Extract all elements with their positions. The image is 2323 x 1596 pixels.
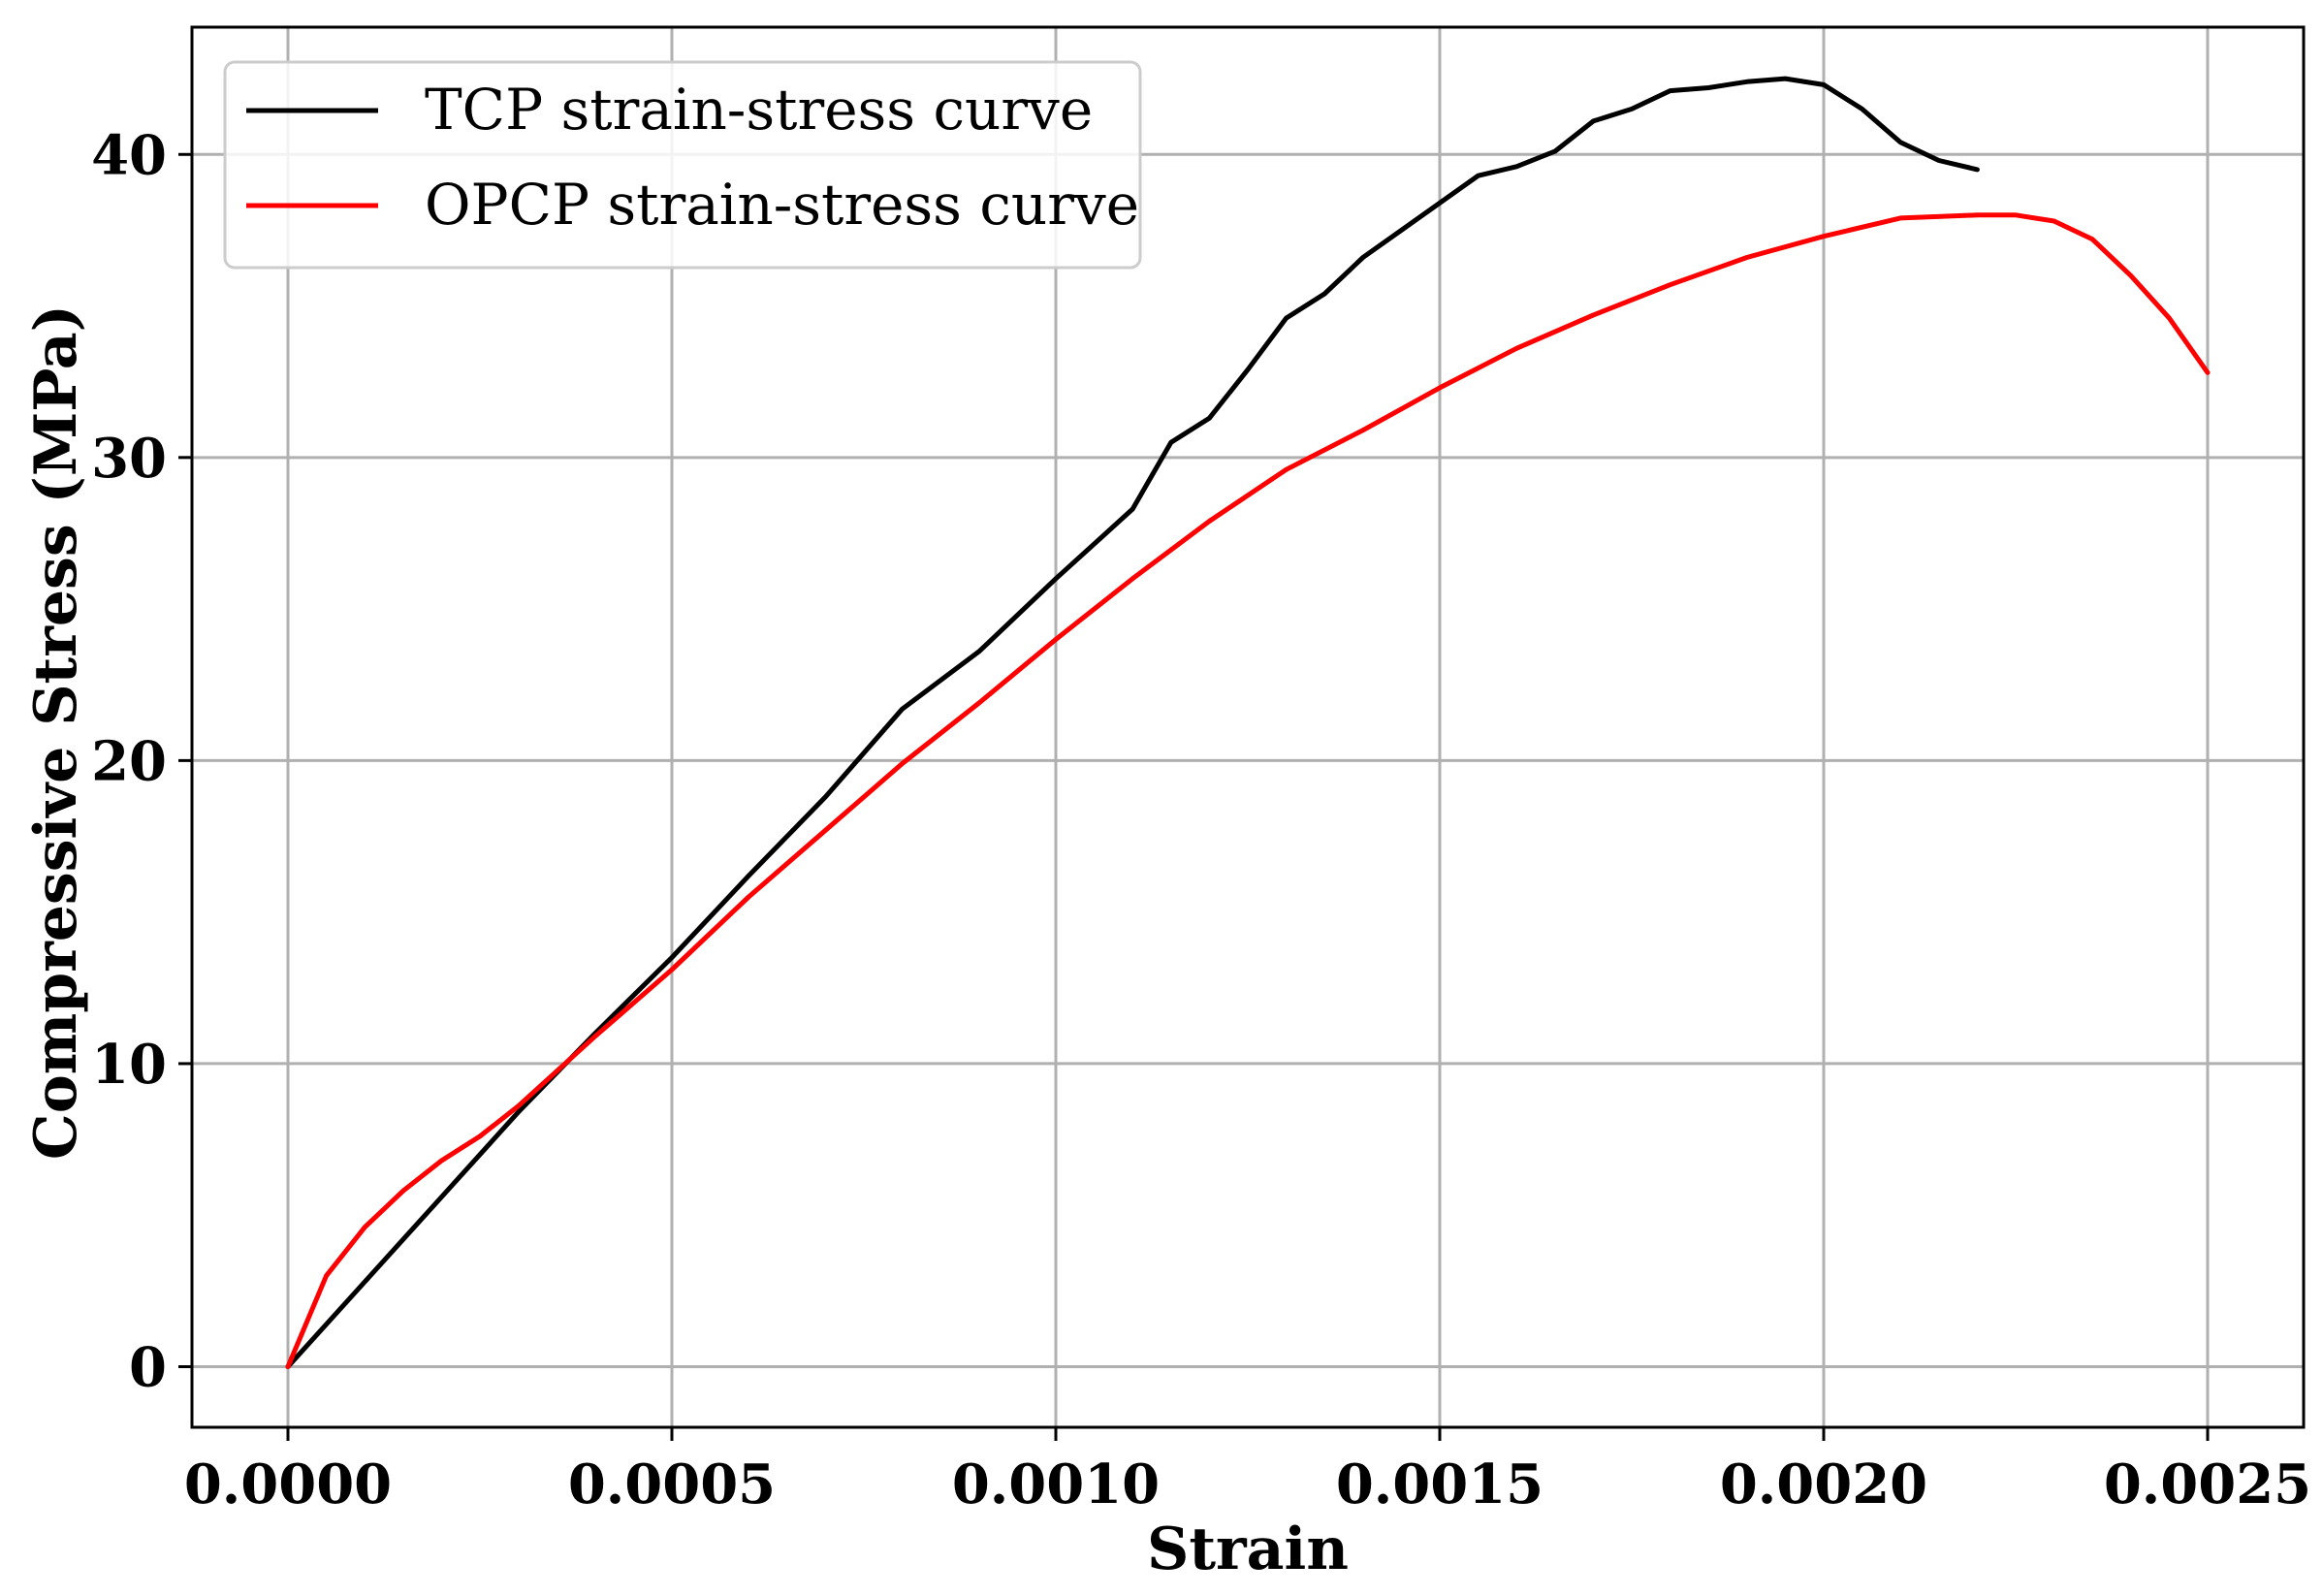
series-line-1 — [285, 212, 2211, 1369]
y-tick-label: 30 — [91, 427, 167, 491]
legend-box — [223, 60, 1142, 270]
y-tick-label: 20 — [91, 729, 167, 793]
x-tick-label: 0.0025 — [2104, 1452, 2311, 1516]
series-line-0 — [285, 76, 1980, 1369]
y-tick-label: 0 — [129, 1335, 167, 1399]
x-tick-label: 0.0020 — [1720, 1452, 1927, 1516]
legend-label-tcp: TCP strain-stress curve — [425, 77, 1093, 143]
x-tick-label: 0.0000 — [184, 1452, 392, 1516]
x-tick-label: 0.0015 — [1336, 1452, 1543, 1516]
y-axis-title: Compressive Stress (MPa) — [22, 304, 90, 1160]
plot-frame — [190, 25, 2306, 1429]
y-tick-label: 10 — [91, 1033, 167, 1097]
legend: TCP strain-stress curve OPCP strain-stre… — [223, 60, 1142, 270]
x-axis-title: Strain — [1147, 1516, 1349, 1583]
x-axis-ticks: 0.0000 0.0005 0.0010 0.0015 0.0020 0.0025 — [184, 1427, 2311, 1516]
y-axis-ticks: 0 10 20 30 40 — [91, 123, 192, 1399]
legend-label-opcp: OPCP strain-stress curve — [425, 172, 1139, 238]
x-tick-label: 0.0010 — [952, 1452, 1160, 1516]
y-tick-label: 40 — [91, 123, 167, 187]
series-group — [285, 76, 2211, 1369]
x-tick-label: 0.0005 — [568, 1452, 776, 1516]
